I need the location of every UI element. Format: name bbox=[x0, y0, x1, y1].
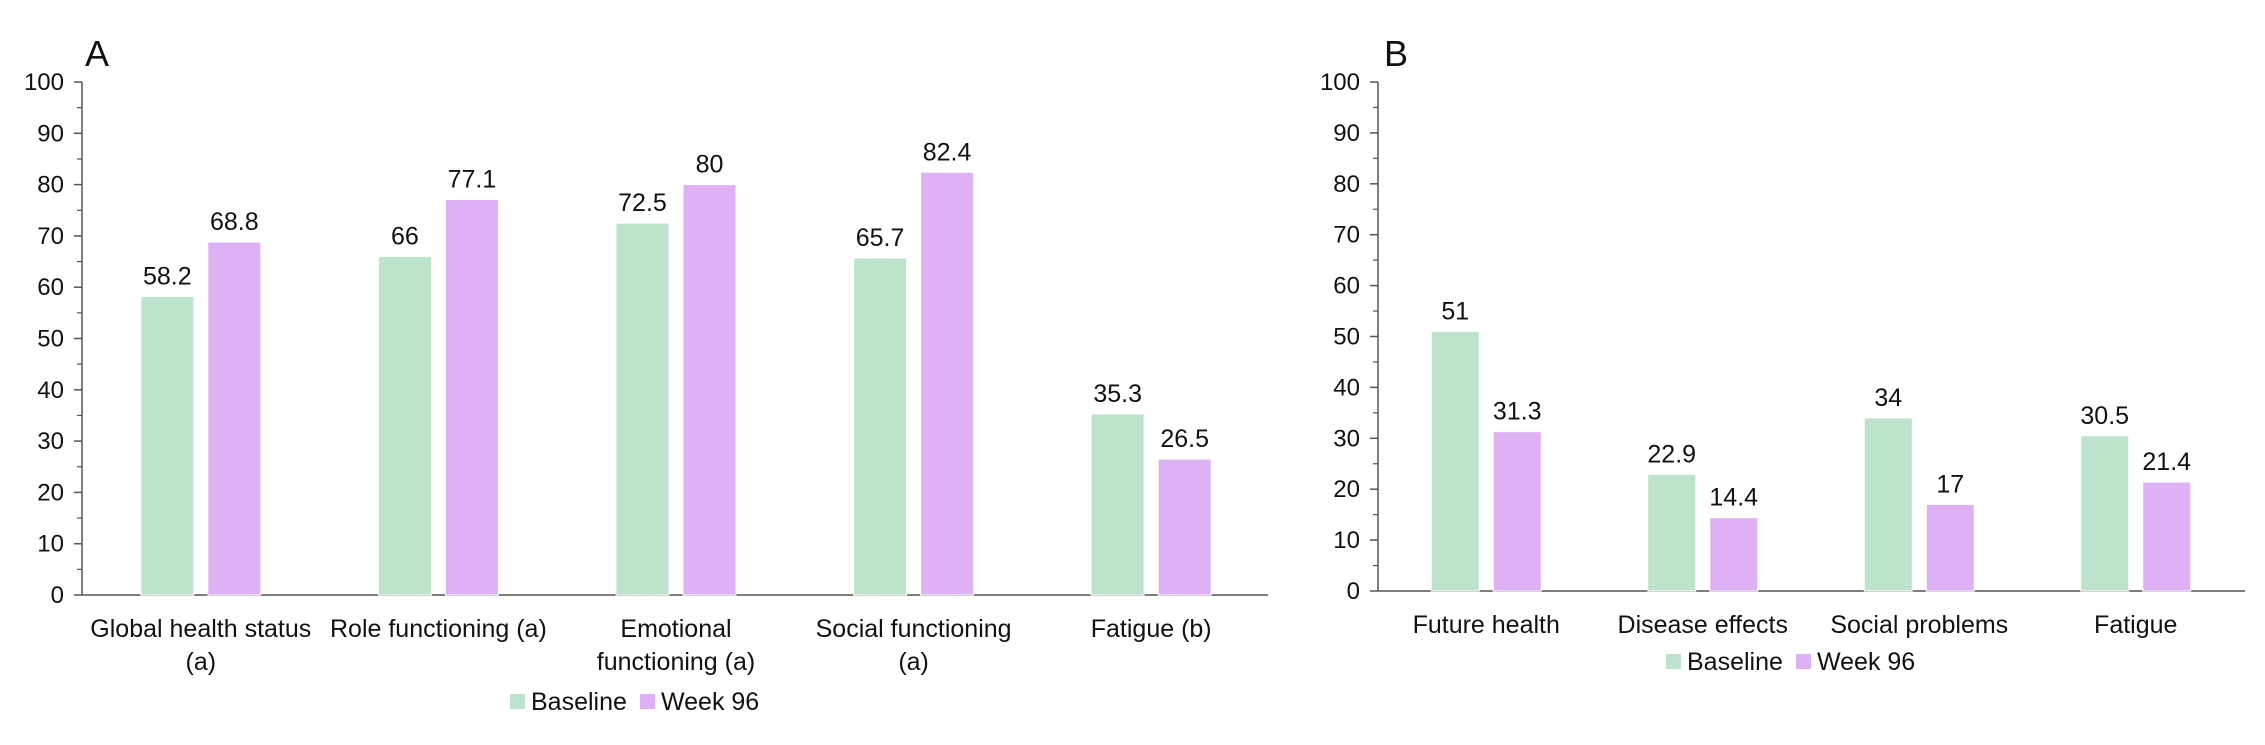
chart-b-bar-baseline bbox=[1863, 417, 1913, 592]
chart-a-y-tick-label: 60 bbox=[37, 274, 64, 301]
chart-b-bar-baseline bbox=[1647, 473, 1697, 592]
chart-a-data-label: 77.1 bbox=[448, 165, 497, 193]
chart-a-data-label: 68.8 bbox=[210, 208, 259, 236]
chart-a-category-label: (a) bbox=[898, 648, 929, 676]
chart-a-category-label: Role functioning (a) bbox=[330, 615, 547, 643]
chart-a-data-label: 26.5 bbox=[1160, 425, 1209, 453]
chart-b-data-label: 31.3 bbox=[1493, 398, 1542, 426]
chart-a-category-label: Global health status bbox=[90, 615, 311, 643]
chart-a-bar-baseline bbox=[615, 222, 670, 596]
chart-a-data-label: 35.3 bbox=[1093, 380, 1142, 408]
chart-a-legend-label: Week 96 bbox=[661, 688, 759, 716]
chart-b-data-label: 34 bbox=[1874, 384, 1902, 412]
chart-a-data-label: 80 bbox=[696, 151, 724, 179]
chart-a-y-tick-label: 90 bbox=[37, 120, 64, 147]
chart-b-category-label: Social problems bbox=[1830, 611, 2008, 639]
chart-b-panel-label: B bbox=[1384, 33, 1408, 74]
chart-a-data-label: 72.5 bbox=[618, 189, 667, 217]
chart-b-bar-week96 bbox=[2142, 481, 2192, 592]
chart-a-legend-swatch-baseline bbox=[510, 694, 525, 709]
chart-b-bar-baseline bbox=[1430, 330, 1480, 592]
chart-b-data-label: 30.5 bbox=[2080, 402, 2129, 430]
chart-b-legend-swatch-baseline bbox=[1666, 654, 1681, 669]
chart-b-y-tick-label: 30 bbox=[1333, 425, 1360, 452]
chart-b-y-tick-label: 70 bbox=[1333, 222, 1360, 249]
chart-b-y-tick-label: 80 bbox=[1333, 171, 1360, 198]
chart-a-bar-week96 bbox=[920, 171, 975, 596]
chart-b-y-tick-label: 40 bbox=[1333, 374, 1360, 401]
chart-a-bar-baseline bbox=[1090, 413, 1145, 596]
chart-b-category-label: Future health bbox=[1413, 611, 1560, 639]
chart-panel-b: B 0 10 20 30 40 50 60 70 80 90 100 51 31.3 Future heal… bbox=[1300, 0, 2265, 745]
chart-a-category-label: (a) bbox=[186, 648, 217, 676]
chart-b-y-tick-label: 20 bbox=[1333, 476, 1360, 503]
chart-a-bar-week96 bbox=[682, 184, 737, 596]
chart-panel-a: A 0 10 20 30 40 50 60 70 80 90 100 58.2 68.8 Global he… bbox=[24, 33, 1268, 716]
chart-a-category-label: functioning (a) bbox=[597, 648, 755, 676]
chart-a-bar-week96 bbox=[207, 241, 262, 596]
chart-b-bar-baseline bbox=[2080, 435, 2130, 592]
chart-b-data-label: 17 bbox=[1936, 470, 1964, 498]
chart-a-y-tick-label: 20 bbox=[37, 479, 64, 506]
chart-b-y-tick-label: 50 bbox=[1333, 324, 1360, 351]
chart-b-svg: B 0 10 20 30 40 50 60 70 80 90 100 51 31.3 Future heal… bbox=[1320, 33, 2245, 676]
chart-b-data-label: 21.4 bbox=[2142, 448, 2191, 476]
chart-a-data-label: 58.2 bbox=[143, 262, 192, 290]
chart-a-y-tick-label: 70 bbox=[37, 223, 64, 250]
chart-b-y-tick-label: 100 bbox=[1320, 69, 1360, 96]
chart-a-bar-week96 bbox=[444, 198, 499, 596]
chart-a-category-label: Social functioning bbox=[816, 615, 1012, 643]
chart-a-bar-week96 bbox=[1157, 458, 1212, 596]
chart-b-data-label: 22.9 bbox=[1647, 440, 1696, 468]
chart-a-y-tick-label: 40 bbox=[37, 377, 64, 404]
chart-b-y-tick-label: 10 bbox=[1333, 527, 1360, 554]
chart-a-bar-baseline bbox=[377, 255, 432, 596]
chart-a-bar-baseline bbox=[853, 257, 908, 596]
chart-b-bar-week96 bbox=[1492, 431, 1542, 592]
chart-a-bar-baseline bbox=[140, 295, 195, 596]
chart-b-category-label: Disease effects bbox=[1618, 611, 1788, 639]
chart-b-bar-week96 bbox=[1709, 517, 1759, 592]
chart-b-category-label: Fatigue bbox=[2094, 611, 2177, 639]
chart-b-legend-label: Week 96 bbox=[1817, 648, 1915, 676]
chart-a-y-tick-label: 30 bbox=[37, 428, 64, 455]
chart-b-y-tick-label: 60 bbox=[1333, 273, 1360, 300]
chart-b-legend-label: Baseline bbox=[1687, 648, 1783, 676]
chart-a-y-tick-label: 10 bbox=[37, 531, 64, 558]
chart-a-svg: A 0 10 20 30 40 50 60 70 80 90 100 58.2 68.8 Global he… bbox=[24, 33, 1268, 716]
chart-a-y-tick-label: 0 bbox=[51, 582, 64, 609]
chart-a-y-tick-label: 50 bbox=[37, 326, 64, 353]
chart-a-data-label: 82.4 bbox=[923, 138, 972, 166]
chart-a-category-label: Fatigue (b) bbox=[1091, 615, 1212, 643]
chart-a-data-label: 65.7 bbox=[856, 224, 905, 252]
chart-b-legend-swatch-week96 bbox=[1796, 654, 1811, 669]
chart-a-legend-label: Baseline bbox=[531, 688, 627, 716]
chart-a-y-tick-label: 100 bbox=[24, 69, 64, 96]
chart-a-category-label: Emotional bbox=[620, 615, 731, 643]
chart-a-legend-swatch-week96 bbox=[640, 694, 655, 709]
chart-b-y-tick-label: 0 bbox=[1347, 578, 1360, 605]
chart-b-data-label: 14.4 bbox=[1709, 484, 1758, 512]
chart-b-data-label: 51 bbox=[1441, 297, 1469, 325]
chart-b-y-tick-label: 90 bbox=[1333, 120, 1360, 147]
chart-b-bar-week96 bbox=[1925, 503, 1975, 592]
chart-a-data-label: 66 bbox=[391, 222, 419, 250]
chart-a-panel-label: A bbox=[85, 33, 109, 74]
chart-a-y-tick-label: 80 bbox=[37, 172, 64, 199]
